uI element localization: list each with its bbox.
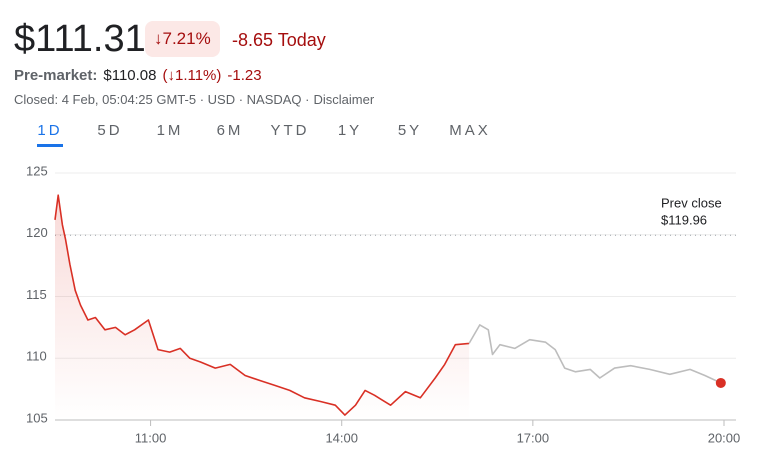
x-tick-label: 14:00	[325, 430, 358, 445]
y-tick-label: 125	[26, 163, 48, 178]
tab-label[interactable]: 1Y	[337, 122, 363, 139]
range-tab[interactable]: 1D	[20, 120, 80, 147]
area-fill	[55, 195, 470, 420]
y-tick-label: 115	[26, 287, 47, 302]
tab-label[interactable]: 5Y	[397, 122, 423, 139]
disclaimer-link[interactable]: Disclaimer	[313, 92, 375, 107]
x-tick-label: 17:00	[517, 430, 550, 445]
premarket-label: Pre-market:	[14, 67, 98, 84]
range-tab[interactable]: MAX	[440, 120, 500, 145]
premarket-row: Pre-market: $110.08 (↓1.11%) -1.23	[14, 67, 262, 84]
prev-close-value: $119.96	[661, 213, 707, 228]
premarket-change: -1.23	[227, 67, 262, 84]
premarket-pct: (↓1.11%)	[162, 67, 222, 84]
range-tab[interactable]: 1M	[140, 120, 200, 145]
tab-label[interactable]: 1M	[156, 122, 184, 139]
status-row: Closed: 4 Feb, 05:04:25 GMT-5 · USD · NA…	[14, 92, 374, 107]
x-tick-label: 11:00	[135, 430, 167, 445]
end-marker	[715, 377, 726, 388]
tab-label[interactable]: 6M	[216, 122, 244, 139]
tab-label[interactable]: 1D	[37, 122, 63, 147]
range-tab[interactable]: 5Y	[380, 120, 440, 145]
change-badge: ↓7.21%	[145, 21, 220, 57]
range-tab[interactable]: 6M	[200, 120, 260, 145]
tab-label[interactable]: 5D	[97, 122, 123, 139]
price-line	[468, 324, 722, 384]
range-tabs: 1D 5D 1M 6M YTD 1Y 5Y MAX	[20, 120, 500, 147]
y-tick-label: 105	[26, 410, 48, 425]
premarket-price: $110.08	[103, 67, 157, 84]
range-tab[interactable]: 5D	[80, 120, 140, 145]
tab-label[interactable]: MAX	[449, 122, 491, 139]
price: $111.31	[14, 18, 146, 60]
x-tick-label: 20:00	[708, 430, 741, 445]
range-tab[interactable]: YTD	[260, 120, 320, 145]
range-tab[interactable]: 1Y	[320, 120, 380, 145]
y-tick-label: 110	[26, 349, 47, 364]
status-text: Closed: 4 Feb, 05:04:25 GMT-5 · USD · NA…	[14, 92, 310, 107]
prev-close-label: Prev close	[661, 196, 722, 211]
price-line	[54, 194, 470, 416]
tab-label[interactable]: YTD	[270, 122, 310, 139]
change-today: -8.65 Today	[232, 30, 326, 50]
y-tick-label: 120	[26, 225, 48, 240]
